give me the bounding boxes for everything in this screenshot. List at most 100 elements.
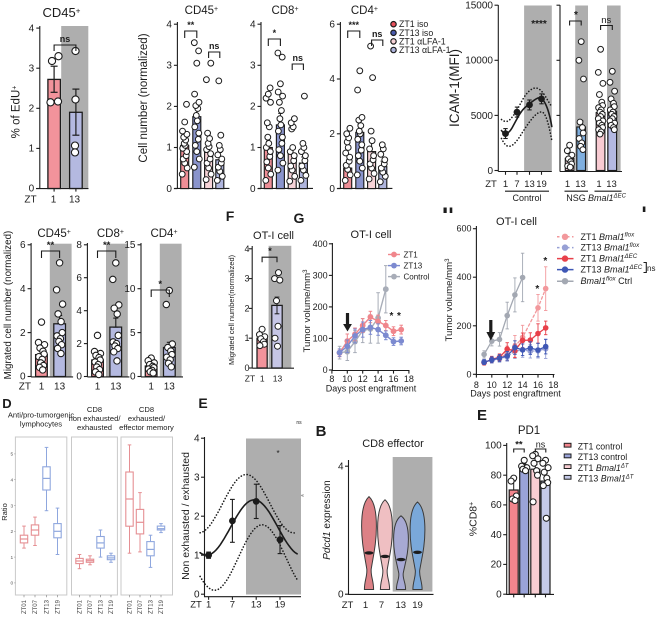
svg-text:ZT1 Bmal1ΔEC: ZT1 Bmal1ΔEC [581, 253, 638, 264]
svg-text:ZT13: ZT13 [99, 599, 105, 614]
svg-text:0: 0 [250, 184, 256, 195]
svg-text:ZT13 αLFA-1: ZT13 αLFA-1 [399, 45, 451, 55]
svg-text:3: 3 [244, 274, 249, 284]
svg-text:Tumor volume/mm3: Tumor volume/mm3 [444, 258, 455, 342]
svg-text:ZT13 Bmal1flox: ZT13 Bmal1flox [581, 242, 641, 253]
svg-text:8: 8 [76, 240, 82, 251]
svg-text:80: 80 [491, 470, 503, 481]
svg-text:ZT07: ZT07 [88, 599, 94, 614]
svg-text:0: 0 [130, 372, 136, 383]
svg-text:lymphocytes: lymphocytes [20, 420, 62, 429]
svg-text:12: 12 [502, 380, 512, 390]
svg-text:ZT01: ZT01 [128, 599, 134, 614]
svg-text:3: 3 [29, 63, 35, 74]
svg-text:4: 4 [29, 23, 35, 34]
svg-text:4: 4 [166, 19, 172, 30]
svg-text:7: 7 [230, 600, 235, 611]
svg-text:1: 1 [596, 179, 601, 190]
svg-text:Bmal1flox Ctrl: Bmal1flox Ctrl [581, 276, 633, 287]
svg-text:CD45+: CD45+ [185, 5, 219, 17]
svg-text:0: 0 [338, 589, 344, 600]
svg-text:ZT13 Bmal1ΔT: ZT13 Bmal1ΔT [578, 474, 635, 484]
svg-text:14: 14 [373, 374, 383, 384]
svg-text:0: 0 [466, 369, 471, 379]
svg-text:0: 0 [166, 184, 172, 195]
svg-text:0: 0 [20, 372, 26, 383]
svg-text:Days post engraftment: Days post engraftment [326, 384, 417, 394]
svg-text:5: 5 [11, 452, 14, 458]
svg-text:200: 200 [313, 302, 328, 312]
svg-text:60: 60 [491, 500, 503, 511]
svg-text:*: * [390, 311, 394, 322]
svg-text:ZT: ZT [342, 600, 354, 611]
svg-text:8: 8 [474, 380, 479, 390]
svg-text:CD8 effector: CD8 effector [362, 438, 424, 450]
svg-text:*: * [268, 246, 272, 257]
svg-text:16: 16 [388, 374, 398, 384]
svg-text:ZT13: ZT13 [149, 599, 155, 614]
svg-text:ZT19: ZT19 [159, 599, 165, 614]
svg-text:ZT1: ZT1 [404, 250, 419, 259]
svg-text:15: 15 [124, 240, 136, 251]
svg-text:1: 1 [194, 550, 200, 561]
svg-text:Non exhausted / exhausted: Non exhausted / exhausted [180, 452, 192, 580]
svg-text:19: 19 [275, 600, 286, 611]
svg-text:3: 3 [11, 503, 14, 509]
svg-text:4: 4 [244, 244, 249, 254]
svg-text:**: ** [103, 240, 111, 251]
svg-text:Control: Control [512, 193, 541, 203]
svg-text:13: 13 [524, 179, 535, 190]
svg-text:2: 2 [11, 529, 14, 535]
svg-text:ns: ns [60, 34, 71, 44]
svg-text:13: 13 [54, 382, 66, 393]
svg-text:ZT1 Bmal1flox: ZT1 Bmal1flox [581, 231, 636, 242]
svg-text:1: 1 [51, 195, 57, 206]
svg-text:7: 7 [379, 600, 384, 611]
svg-text:G: G [294, 210, 305, 226]
svg-text:ns: ns [372, 29, 383, 39]
svg-text:ZT1 Bmal1ΔT: ZT1 Bmal1ΔT [578, 463, 630, 473]
svg-text:ns: ns [296, 420, 302, 426]
svg-text:1: 1 [95, 382, 101, 393]
svg-text:ZT07: ZT07 [138, 599, 144, 614]
svg-text:ZT13: ZT13 [45, 599, 51, 614]
svg-text:19: 19 [412, 600, 423, 611]
svg-text:2: 2 [250, 102, 256, 113]
svg-text:13: 13 [164, 382, 176, 393]
svg-text:4: 4 [250, 19, 256, 30]
svg-text:4: 4 [194, 433, 200, 444]
svg-text:exhausted: exhausted [77, 423, 112, 432]
svg-text:D: D [2, 396, 11, 411]
svg-text:0: 0 [323, 365, 328, 375]
svg-text:**: ** [515, 440, 523, 451]
svg-text:PD1: PD1 [518, 425, 540, 437]
svg-text:Ratio: Ratio [0, 503, 9, 521]
svg-text:ZT01: ZT01 [78, 599, 84, 614]
svg-text:100: 100 [313, 333, 328, 343]
svg-text:% of EdU+: % of EdU+ [11, 86, 23, 139]
svg-text:ns: ns [293, 53, 304, 63]
svg-text:NSG: NSG [566, 193, 586, 203]
svg-text:*: * [535, 284, 539, 295]
svg-text:CD8: CD8 [87, 405, 102, 414]
svg-text:Tumor volume/mm3: Tumor volume/mm3 [302, 269, 313, 353]
svg-text:Days post engraftment: Days post engraftment [470, 389, 561, 399]
svg-text:4: 4 [20, 284, 26, 295]
svg-text:13: 13 [396, 600, 407, 611]
svg-text:F: F [226, 208, 235, 224]
svg-text:14: 14 [518, 380, 528, 390]
svg-text:2: 2 [244, 303, 249, 313]
svg-text:10000: 10000 [465, 56, 493, 67]
svg-text:Control: Control [404, 272, 430, 281]
svg-text:18: 18 [548, 380, 558, 390]
svg-text:Cell number (normalized): Cell number (normalized) [138, 33, 150, 162]
svg-text:5000: 5000 [471, 111, 494, 122]
svg-text:non exhausted/: non exhausted/ [69, 414, 122, 423]
svg-text:10: 10 [342, 374, 352, 384]
svg-text:ZT01: ZT01 [22, 599, 28, 614]
svg-text:**: ** [47, 240, 55, 251]
svg-text:2: 2 [20, 328, 26, 339]
svg-text:1: 1 [260, 374, 265, 384]
svg-text:CD4+: CD4+ [150, 228, 177, 240]
svg-text:5: 5 [130, 328, 136, 339]
